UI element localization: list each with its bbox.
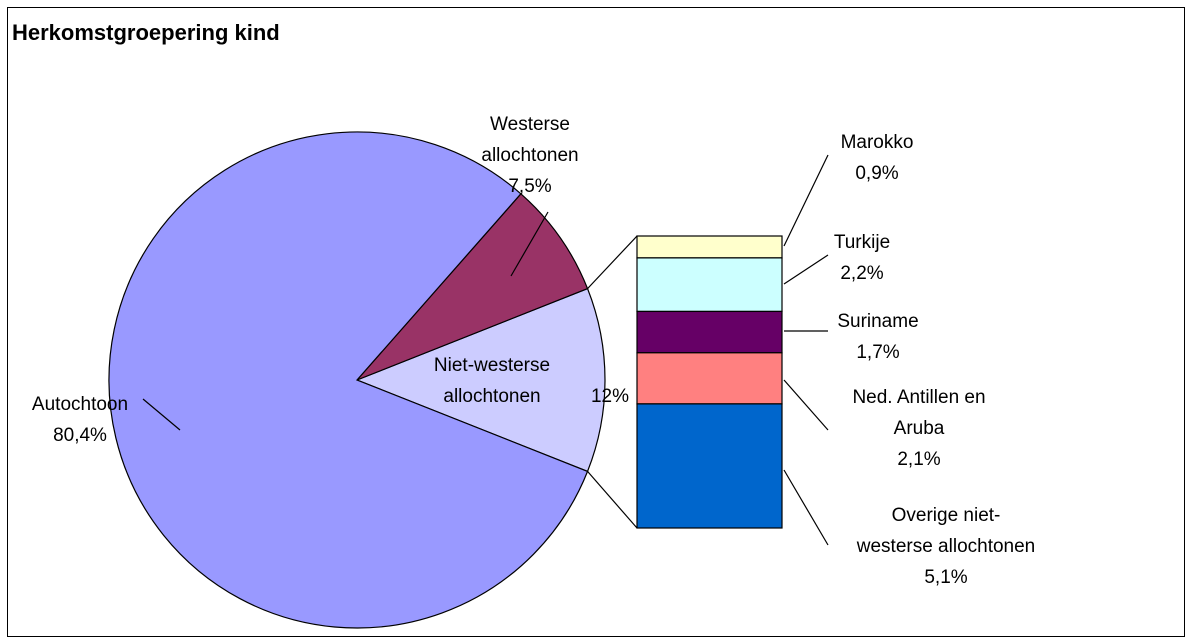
leader-line-marokko <box>783 154 829 247</box>
pie-slice-westerse-allochtonen <box>356 192 589 381</box>
connector-line-top <box>587 235 638 290</box>
bar-segment-suriname <box>636 310 783 354</box>
bar-label-ned-antillen-en-aruba: Ned. Antillen en Aruba 2,1% <box>852 387 985 470</box>
leader-line-ned-antillen-en-aruba <box>783 379 829 431</box>
pie-slice-niet-westerse-allochtonen <box>355 287 606 473</box>
bar-label-overige-niet-westerse-allochtonen: Overige niet-westerse allochtonen 5,1% <box>856 505 1036 588</box>
pie-value-niet-westerse-allochtonen: 12% <box>591 386 629 407</box>
connector-line-bottom <box>587 470 638 529</box>
pie-slice-autochtoon <box>108 131 589 629</box>
bar-segment-marokko <box>636 235 783 259</box>
leader-line-autochtoon <box>142 398 181 431</box>
bar-segment-turkije <box>636 257 783 313</box>
bar-segment-ned-antillen-en-aruba <box>636 352 783 405</box>
pie-label-autochtoon: Autochtoon 80,4% <box>32 394 128 446</box>
leader-line-overige-niet-westerse-allochtonen <box>783 469 829 546</box>
bar-label-marokko: Marokko 0,9% <box>841 132 914 184</box>
bar-label-suriname: Suriname 1,7% <box>837 311 918 363</box>
bar-segment-overige-niet-westerse-allochtonen <box>636 403 783 529</box>
chart-title: Herkomstgroepering kind <box>12 20 280 45</box>
bar-label-turkije: Turkije 2,2% <box>834 232 890 284</box>
leader-line-turkije <box>783 254 829 285</box>
pie-label-westerse-allochtonen: Westerse allochtonen 7,5% <box>481 114 578 197</box>
leader-line-westerse-allochtonen <box>510 211 549 277</box>
pie-label-niet-westerse-allochtonen: Niet-westerse allochtonen <box>434 355 550 407</box>
